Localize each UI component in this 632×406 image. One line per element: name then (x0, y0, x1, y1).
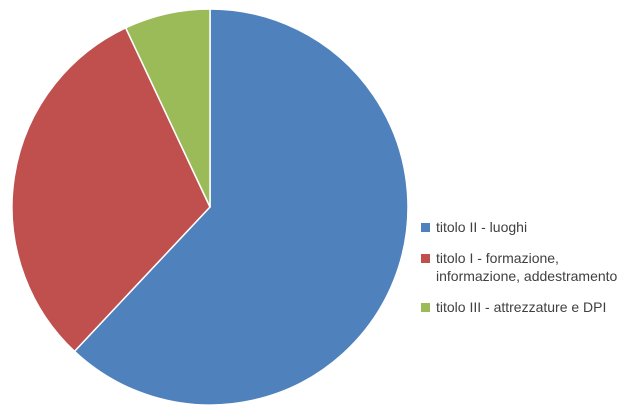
legend-label-attrezzature: titolo III - attrezzature e DPI (436, 299, 607, 315)
legend-label-luoghi: titolo II - luoghi (436, 219, 528, 235)
legend-item-luoghi: titolo II - luoghi (420, 218, 626, 236)
legend-swatch-formazione (421, 254, 430, 263)
legend-item-attrezzature: titolo III - attrezzature e DPI (420, 298, 626, 316)
legend-swatch-attrezzature (421, 303, 430, 312)
legend-swatch-luoghi (421, 223, 430, 232)
pie-slice-attrezzature (124, 8, 211, 208)
legend-item-formazione: titolo I - formazione, informazione, add… (420, 249, 626, 285)
pie-slice-luoghi (73, 8, 409, 406)
chart-legend: titolo II - luoghi titolo I - formazione… (420, 218, 626, 329)
legend-label-formazione: titolo I - formazione, informazione, add… (436, 250, 618, 284)
pie-slice-formazione (11, 26, 211, 353)
